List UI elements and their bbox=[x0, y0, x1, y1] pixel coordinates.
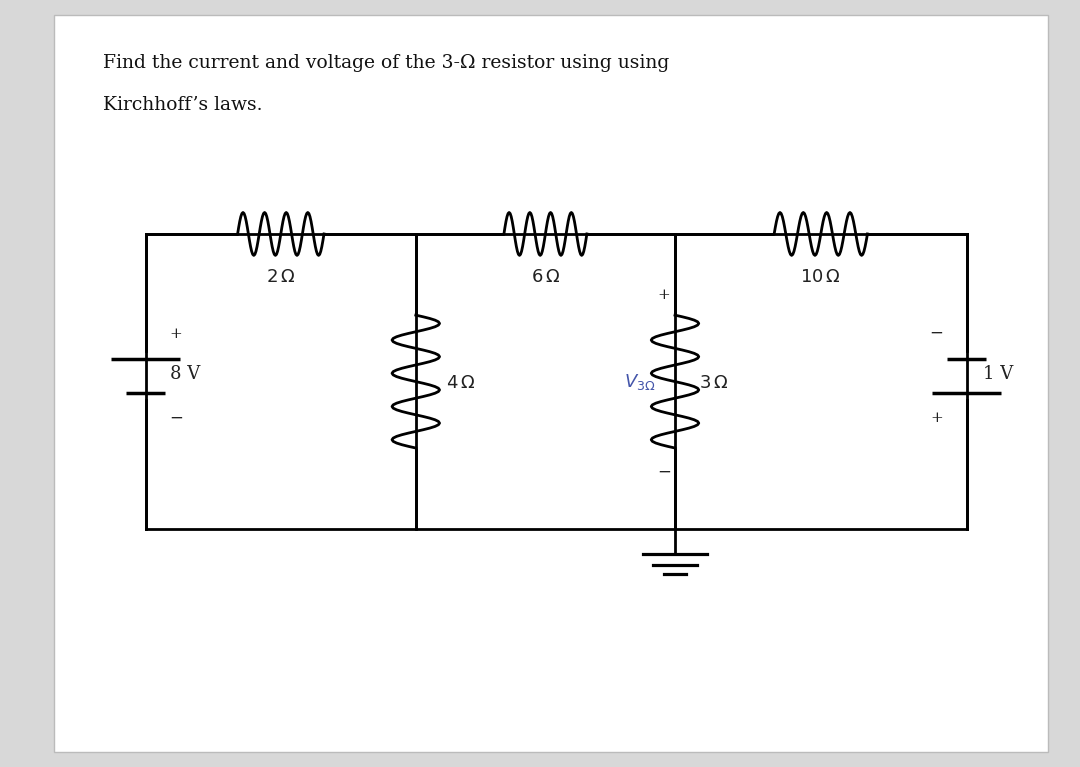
Text: −: − bbox=[929, 325, 943, 342]
Text: $3\,\Omega$: $3\,\Omega$ bbox=[699, 374, 728, 393]
Text: 1 V: 1 V bbox=[983, 365, 1013, 384]
Text: −: − bbox=[658, 463, 671, 480]
Text: Find the current and voltage of the 3-Ω resistor using using: Find the current and voltage of the 3-Ω … bbox=[103, 54, 669, 71]
Text: +: + bbox=[930, 411, 943, 425]
Text: +: + bbox=[658, 288, 671, 302]
Text: $4\,\Omega$: $4\,\Omega$ bbox=[446, 374, 475, 393]
Text: $V_{3\Omega}$: $V_{3\Omega}$ bbox=[624, 372, 656, 392]
Bar bbox=[103, 203, 1010, 575]
Text: +: + bbox=[170, 327, 183, 341]
Text: 8 V: 8 V bbox=[170, 365, 200, 384]
Text: $10\,\Omega$: $10\,\Omega$ bbox=[800, 268, 841, 286]
Text: $2\,\Omega$: $2\,\Omega$ bbox=[266, 268, 296, 286]
Text: Kirchhoff’s laws.: Kirchhoff’s laws. bbox=[103, 96, 262, 114]
Text: $6\,\Omega$: $6\,\Omega$ bbox=[530, 268, 561, 286]
Text: −: − bbox=[170, 410, 184, 426]
